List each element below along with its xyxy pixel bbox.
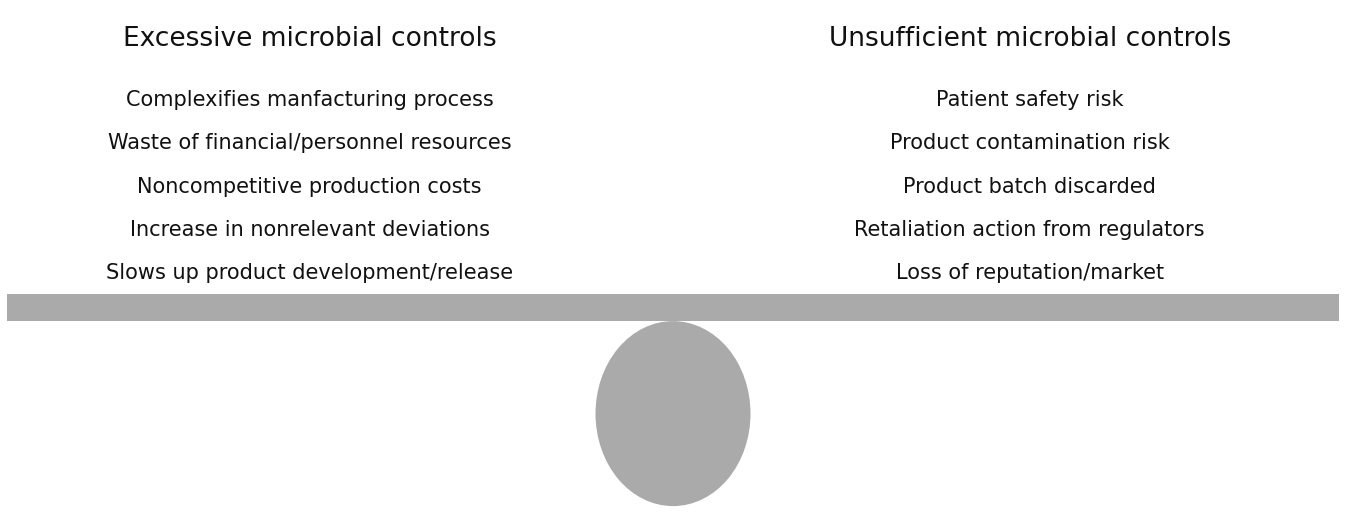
Text: Loss of reputation/market: Loss of reputation/market (895, 263, 1164, 284)
Text: Noncompetitive production costs: Noncompetitive production costs (137, 177, 482, 197)
Text: Product contamination risk: Product contamination risk (890, 133, 1170, 153)
Text: Unsufficient microbial controls: Unsufficient microbial controls (829, 26, 1230, 52)
Text: Retaliation action from regulators: Retaliation action from regulators (855, 220, 1205, 240)
Ellipse shape (595, 321, 751, 506)
Text: Product batch discarded: Product batch discarded (903, 177, 1156, 197)
Text: Increase in nonrelevant deviations: Increase in nonrelevant deviations (129, 220, 490, 240)
Text: Excessive microbial controls: Excessive microbial controls (122, 26, 497, 52)
Text: Waste of financial/personnel resources: Waste of financial/personnel resources (108, 133, 511, 153)
Text: Complexifies manfacturing process: Complexifies manfacturing process (125, 90, 494, 110)
Text: Slows up product development/release: Slows up product development/release (106, 263, 513, 284)
Bar (7, 294, 1339, 321)
Text: Patient safety risk: Patient safety risk (935, 90, 1124, 110)
